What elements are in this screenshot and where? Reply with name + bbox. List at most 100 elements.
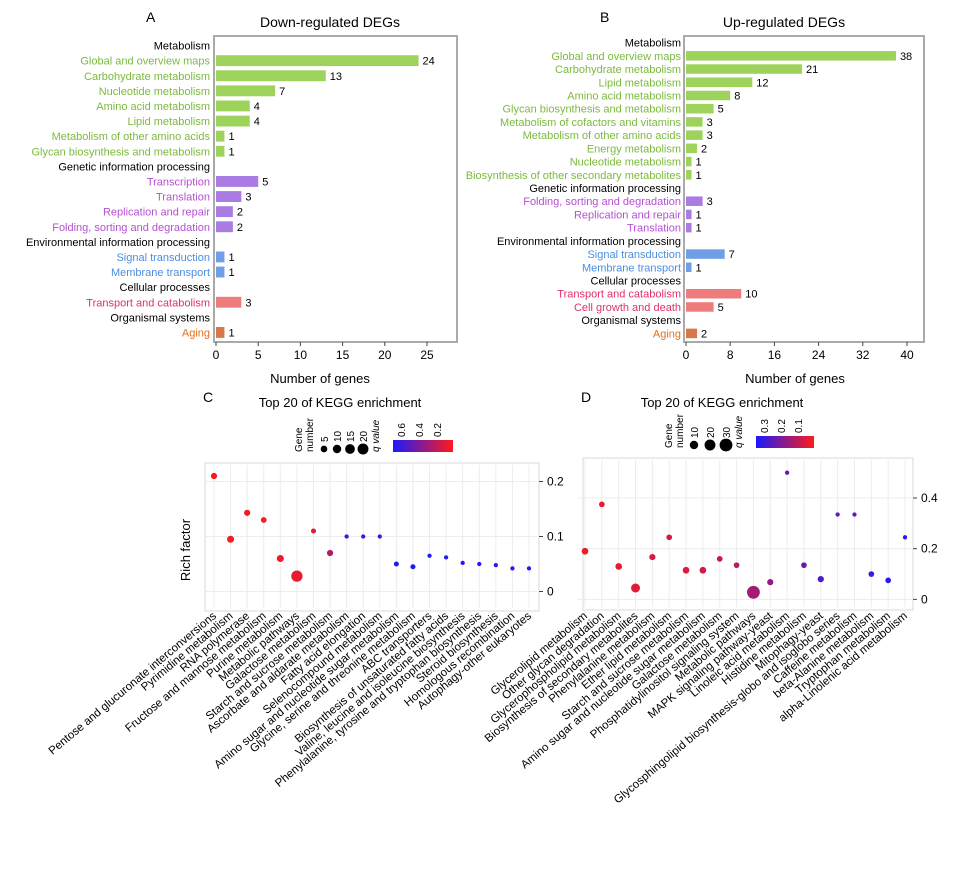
chart-title: Up-regulated DEGs (723, 14, 845, 30)
category-label-glycan-biosynthesis-and-metabolism: Glycan biosynthesis and metabolism (31, 146, 210, 158)
point-biosynthesis-of-unsaturated-fatty-acids (443, 555, 449, 560)
bar-transcription (216, 176, 259, 187)
value-label-glycan-biosynthesis-and-metabolism: 1 (228, 146, 234, 158)
bar-replication-and-repair (686, 209, 692, 220)
x-axis-labels: Pentose and glucuronate interconversions… (47, 610, 534, 790)
bar-chart-down-regulated: Down-regulated DEGs Metabolism Global and… (26, 14, 458, 386)
point-tryptophan-metabolism (885, 577, 892, 584)
category-label-signal-transduction: Signal transduction (587, 249, 681, 261)
category-label-folding-sorting-and-degradation: Folding, sorting and degradation (523, 196, 681, 208)
point-beta-alanine-metabolism (868, 571, 875, 577)
panel-letter-d: D (581, 389, 591, 405)
bar-glycan-biosynthesis-and-metabolism (686, 103, 714, 114)
legend-color-label: 0.2 (777, 419, 788, 433)
point-alpha-linolenic-acid-metabolism (902, 535, 908, 540)
chart-title: Top 20 of KEGG enrichment (259, 395, 422, 410)
x-tick-label: 5 (255, 348, 262, 362)
x-tick-label: 10 (294, 348, 308, 362)
value-label-metabolism-of-other-amino-acids: 3 (707, 130, 713, 142)
plot-frame (213, 35, 458, 343)
value-label-replication-and-repair: 2 (237, 207, 243, 219)
bar-aging (216, 327, 225, 338)
point-ascorbate-and-aldarate-metabolism (344, 534, 349, 539)
category-label-transport-and-catabolism: Transport and catabolism (557, 289, 681, 301)
category-label-global-and-overview-maps: Global and overview maps (80, 56, 210, 68)
category-label-metabolism-of-other-amino-acids: Metabolism of other amino acids (523, 130, 682, 142)
x-tick-label: 40 (900, 348, 914, 362)
value-label-aging: 2 (701, 328, 707, 340)
legend-size-label: 20 (706, 426, 717, 438)
legend-size-label: 10 (333, 430, 344, 442)
bar-global-and-overview-maps (216, 55, 419, 67)
bar-metabolism-of-other-amino-acids (216, 130, 225, 142)
point-linoleic-acid-metabolism (784, 470, 790, 475)
category-label-environmental-information-processing: Environmental information processing (26, 237, 210, 249)
chart-title: Down-regulated DEGs (260, 14, 400, 30)
value-label-metabolism-of-cofactors-and-vitamins: 3 (707, 117, 713, 129)
point-phenylalanine-metabolism (649, 553, 656, 561)
y-tick-label: 0.2 (547, 475, 564, 489)
value-label-signal-transduction: 7 (729, 249, 735, 261)
bar-membrane-transport (686, 262, 692, 273)
point-glycerophospholipid-metabolism (615, 563, 623, 570)
y-tick-label: 0.1 (547, 530, 564, 544)
value-label-lipid-metabolism: 4 (254, 116, 260, 128)
data-points (581, 470, 908, 599)
category-label-aging: Aging (182, 327, 210, 339)
category-label-genetic-information-processing: Genetic information processing (529, 183, 681, 195)
x-label-pentose-and-glucuronate-interconversions: Pentose and glucuronate interconversions (47, 610, 219, 757)
bar-lipid-metabolism (686, 77, 753, 88)
point-biosynthesis-of-secondary-metabolites (631, 583, 641, 593)
category-label-folding-sorting-and-degradation: Folding, sorting and degradation (52, 222, 210, 234)
x-tick-label: 0 (683, 348, 690, 362)
category-label-organismal-systems: Organismal systems (110, 312, 210, 324)
bar-metabolism-of-cofactors-and-vitamins (686, 117, 703, 127)
bar-nucleotide-metabolism (686, 156, 692, 167)
category-label-amino-acid-metabolism: Amino acid metabolism (567, 90, 681, 102)
bar-translation (216, 191, 242, 202)
x-axis-label: Number of genes (745, 371, 845, 386)
bar-amino-acid-metabolism (686, 90, 731, 101)
bar-carbohydrate-metabolism (216, 70, 326, 82)
x-axis-label: Number of genes (270, 371, 370, 386)
y-tick-label: 0 (921, 592, 928, 606)
bubble-chart-kegg-c: Top 20 of KEGG enrichment 0 0.1 0.2 Pentos… (47, 395, 564, 790)
x-tick-label: 25 (420, 348, 434, 362)
legend-size-label: 10 (690, 426, 701, 438)
category-label-metabolism: Metabolism (154, 41, 210, 53)
bar-metabolism-of-other-amino-acids (686, 130, 703, 140)
bar-signal-transduction (686, 249, 725, 259)
category-rows: Metabolism Global and overview maps 2 4 Carb… (26, 41, 435, 340)
point-pyrimidine-metabolism (227, 535, 235, 543)
bar-carbohydrate-metabolism (686, 64, 803, 74)
category-label-carbohydrate-metabolism: Carbohydrate metabolism (84, 71, 210, 83)
plot-frame (683, 35, 925, 343)
value-label-transcription: 5 (262, 176, 268, 188)
category-label-cell-growth-and-death: Cell growth and death (574, 302, 681, 314)
point-mitophagy-yeast (817, 576, 824, 583)
bar-membrane-transport (216, 266, 225, 278)
value-label-signal-transduction: 1 (228, 252, 234, 264)
value-label-carbohydrate-metabolism: 13 (330, 71, 342, 83)
category-label-transport-and-catabolism: Transport and catabolism (86, 297, 210, 309)
point-abc-transporters (427, 553, 432, 558)
point-glycerolipid-metabolism (581, 547, 589, 555)
bar-aging (686, 328, 698, 339)
point-metabolic-pathways (747, 585, 760, 599)
category-label-signal-transduction: Signal transduction (116, 252, 210, 264)
bar-signal-transduction (216, 251, 225, 263)
panel-letter-a: A (146, 9, 156, 25)
point-rna-polymerase (244, 509, 251, 516)
data-points (210, 472, 532, 582)
legend-color-title: q value (371, 419, 382, 452)
point-galactose-metabolism (716, 555, 723, 562)
y-tick-label: 0 (547, 585, 554, 599)
value-label-glycan-biosynthesis-and-metabolism: 5 (718, 104, 724, 116)
legend-size-dot (320, 445, 328, 453)
point-amino-sugar-and-nucleotide-sugar-metabolism (699, 566, 707, 574)
legend-color-label: 0.1 (794, 419, 805, 433)
category-label-replication-and-repair: Replication and repair (103, 207, 210, 219)
chart-title: Top 20 of KEGG enrichment (641, 395, 804, 410)
value-label-translation: 1 (696, 223, 702, 235)
y-axis-ticks: 0 0.2 0.4 (913, 491, 938, 606)
